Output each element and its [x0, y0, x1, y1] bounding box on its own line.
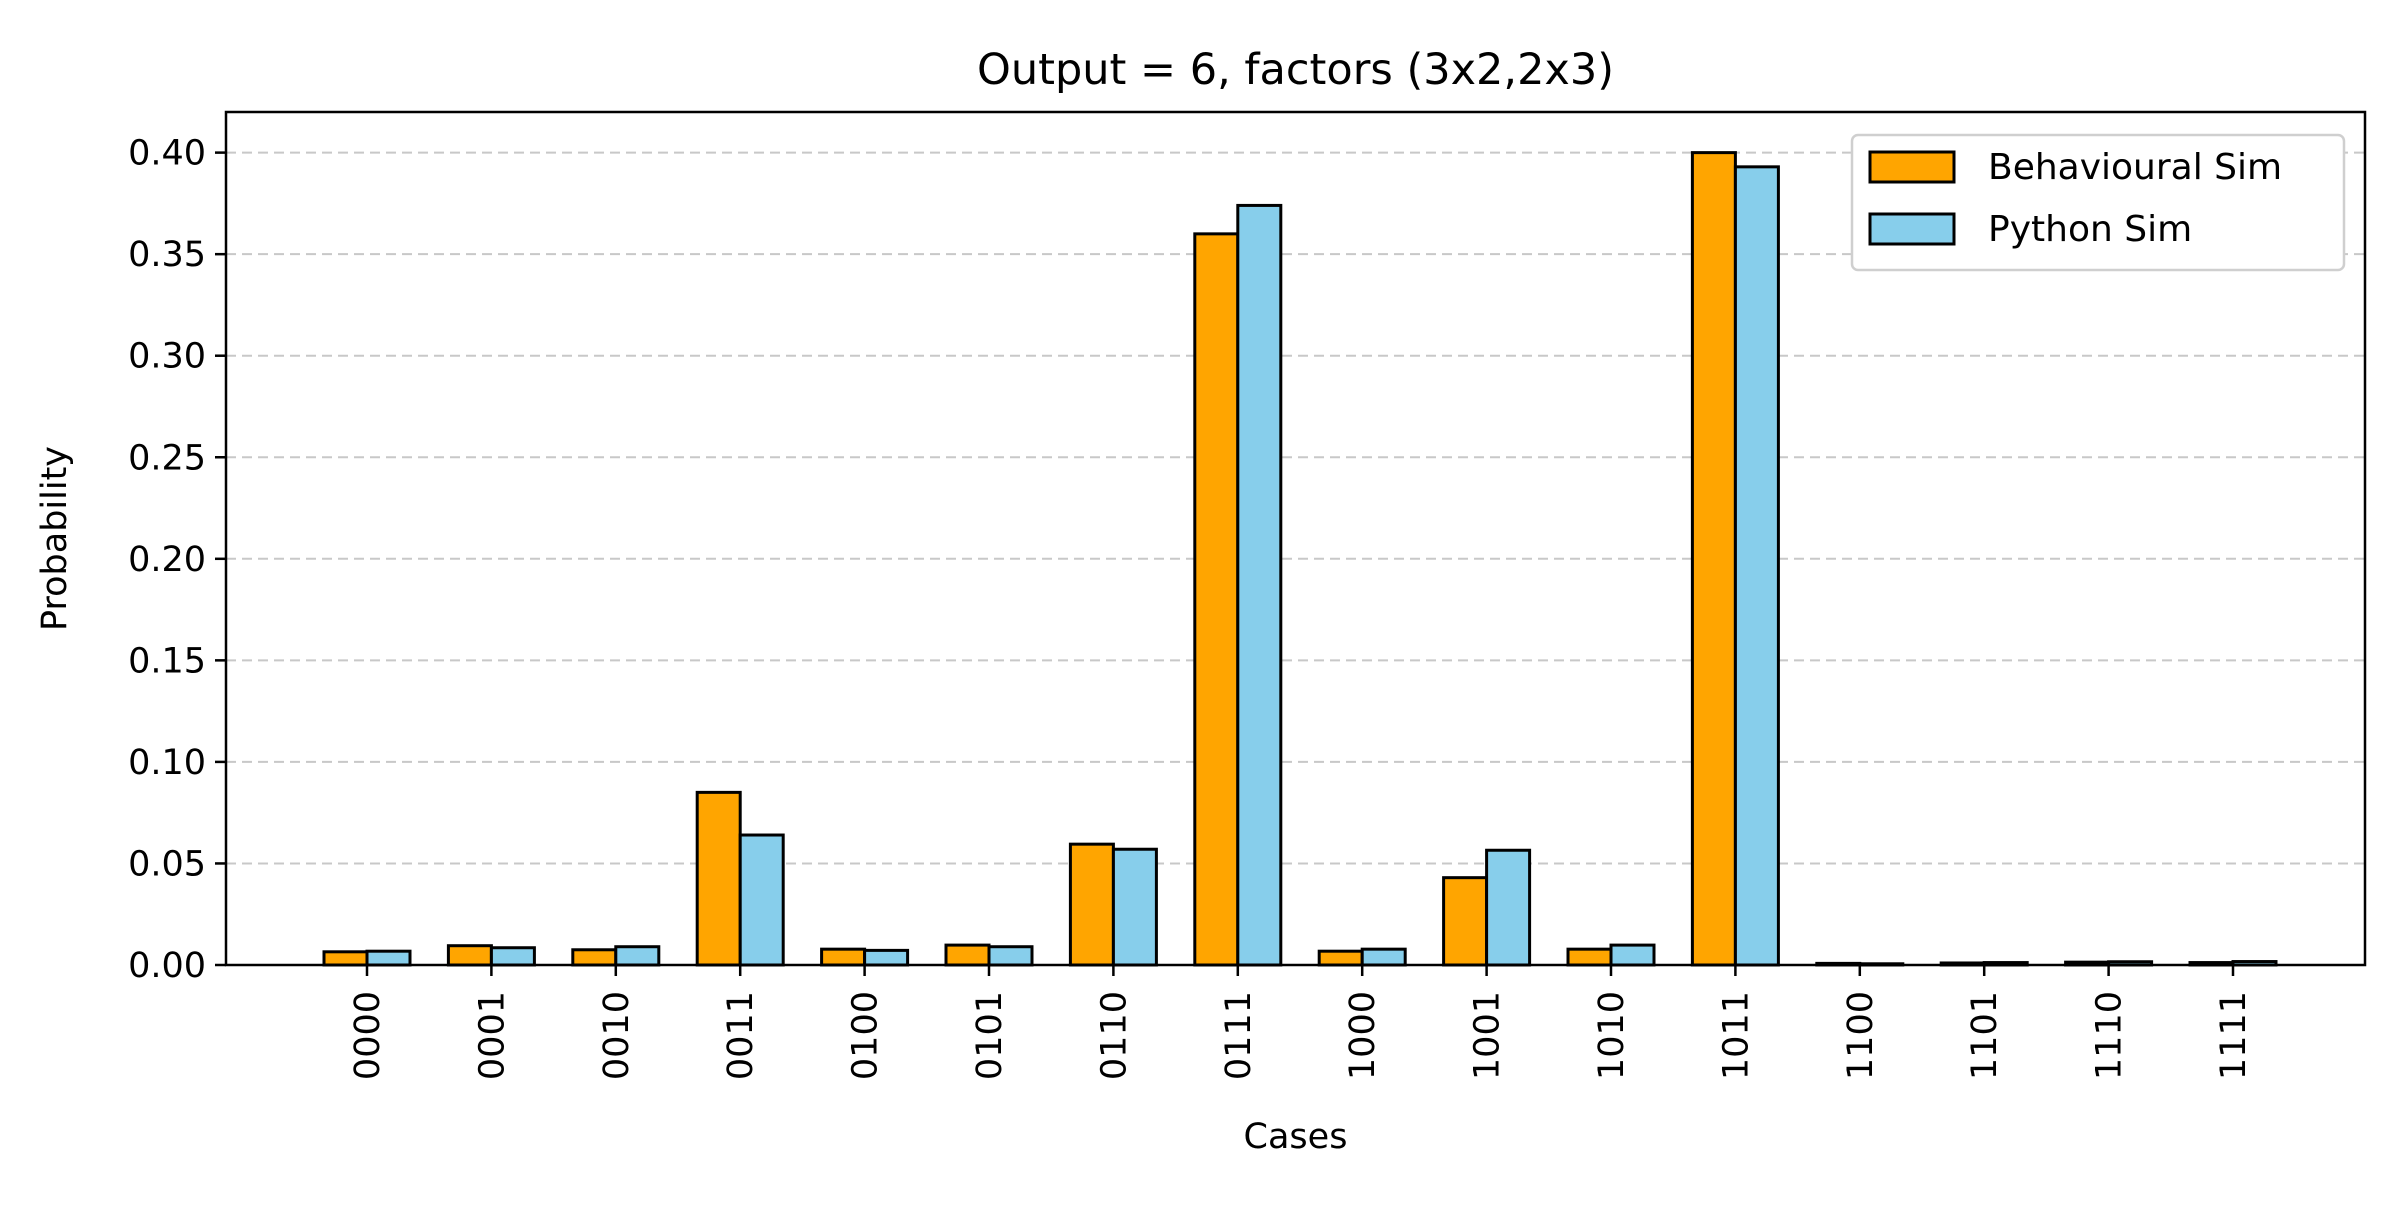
- x-tick-label: 0111: [1219, 991, 1259, 1080]
- bar-behavioural-sim-0111: [1193, 232, 1240, 967]
- bar-python-sim-0110: [1111, 847, 1158, 967]
- axes-frame: [224, 110, 2367, 967]
- x-tick-label: 1001: [1468, 991, 1508, 1080]
- x-tick-label: 1110: [2090, 991, 2130, 1080]
- legend-swatch-behavioural-sim: [1868, 150, 1956, 184]
- bar-behavioural-sim-0110: [1068, 842, 1115, 967]
- bar-behavioural-sim-1001: [1442, 876, 1489, 967]
- bar-behavioural-sim-0011: [695, 790, 742, 967]
- x-tick-label: 0011: [721, 991, 761, 1080]
- x-tick-label: 0000: [348, 991, 388, 1080]
- y-tick-label: 0.30: [128, 337, 206, 377]
- bar-python-sim-1010: [1609, 943, 1656, 967]
- bar-behavioural-sim-0100: [820, 947, 867, 967]
- x-tick-label: 0100: [846, 991, 886, 1080]
- x-tick-label: 1100: [1841, 991, 1881, 1080]
- x-axis-label: Cases: [1244, 1117, 1348, 1157]
- bar-behavioural-sim-1000: [1317, 949, 1364, 967]
- bar-python-sim-0010: [614, 945, 661, 967]
- legend-label-python-sim: Python Sim: [1988, 209, 2192, 250]
- bar-behavioural-sim-0101: [944, 943, 991, 967]
- bar-python-sim-0100: [863, 948, 910, 967]
- x-tick-label: 0001: [472, 991, 512, 1080]
- bar-layer: [322, 151, 2278, 967]
- bar-python-sim-0000: [365, 949, 412, 967]
- x-tick-label: 1010: [1592, 991, 1632, 1080]
- legend-box: [1850, 133, 2346, 272]
- bar-python-sim-1001: [1485, 848, 1532, 967]
- bar-python-sim-0101: [987, 945, 1034, 967]
- y-tick-label: 0.20: [128, 540, 206, 580]
- legend-swatch-python-sim: [1868, 212, 1956, 246]
- bar-behavioural-sim-0001: [446, 944, 493, 967]
- x-tick-label: 0110: [1094, 991, 1134, 1080]
- y-tick-label: 0.15: [128, 641, 206, 681]
- bar-behavioural-sim-1011: [1690, 151, 1737, 967]
- legend: Behavioural Sim Python Sim: [1850, 133, 2346, 272]
- bar-python-sim-0001: [489, 946, 536, 967]
- x-tick-label: 1011: [1716, 991, 1756, 1080]
- y-axis-label: Probability: [35, 446, 75, 631]
- tick-layer: 0.00 0.05 0.10 0.15 0.20 0.25 0.30 0.35 0.40 0000…: [128, 134, 2254, 1080]
- chart-title: Output = 6, factors (3x2,2x3): [977, 45, 1614, 95]
- y-tick-label: 0.40: [128, 134, 206, 174]
- bar-python-sim-0111: [1236, 203, 1283, 967]
- x-tick-label: 0010: [597, 991, 637, 1080]
- bar-python-sim-1000: [1360, 947, 1407, 967]
- bar-python-sim-1011: [1733, 165, 1780, 967]
- y-tick-label: 0.05: [128, 844, 206, 884]
- y-tick-label: 0.00: [128, 946, 206, 986]
- bar-behavioural-sim-0000: [322, 950, 369, 967]
- y-tick-label: 0.25: [128, 438, 206, 478]
- y-tick-label: 0.10: [128, 743, 206, 783]
- x-tick-label: 0101: [970, 991, 1010, 1080]
- y-tick-label: 0.35: [128, 235, 206, 275]
- x-tick-label: 1111: [2214, 991, 2254, 1080]
- x-tick-label: 1000: [1343, 991, 1383, 1080]
- bar-behavioural-sim-0010: [571, 948, 618, 967]
- x-tick-label: 1101: [1965, 991, 2005, 1080]
- bar-python-sim-0011: [738, 833, 785, 967]
- bar-behavioural-sim-1010: [1566, 947, 1613, 967]
- legend-label-behavioural-sim: Behavioural Sim: [1988, 147, 2282, 188]
